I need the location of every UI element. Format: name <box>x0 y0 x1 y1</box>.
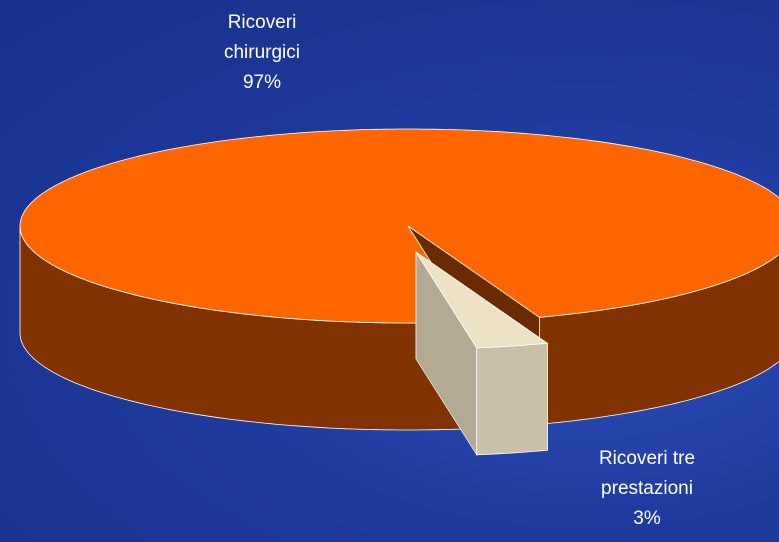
slice-label: Ricoveri tre prestazioni 3% <box>577 444 717 534</box>
slice <box>415 251 549 349</box>
category-label: Ricoveri tre prestazioni <box>598 448 696 499</box>
slice-side <box>476 342 548 456</box>
slice <box>19 128 779 324</box>
slice-label: Ricoveri chirurgici 97% <box>207 8 317 98</box>
value-label: 3% <box>633 508 661 529</box>
category-label: Ricoveri chirurgici <box>223 12 301 63</box>
value-label: 97% <box>242 72 282 93</box>
